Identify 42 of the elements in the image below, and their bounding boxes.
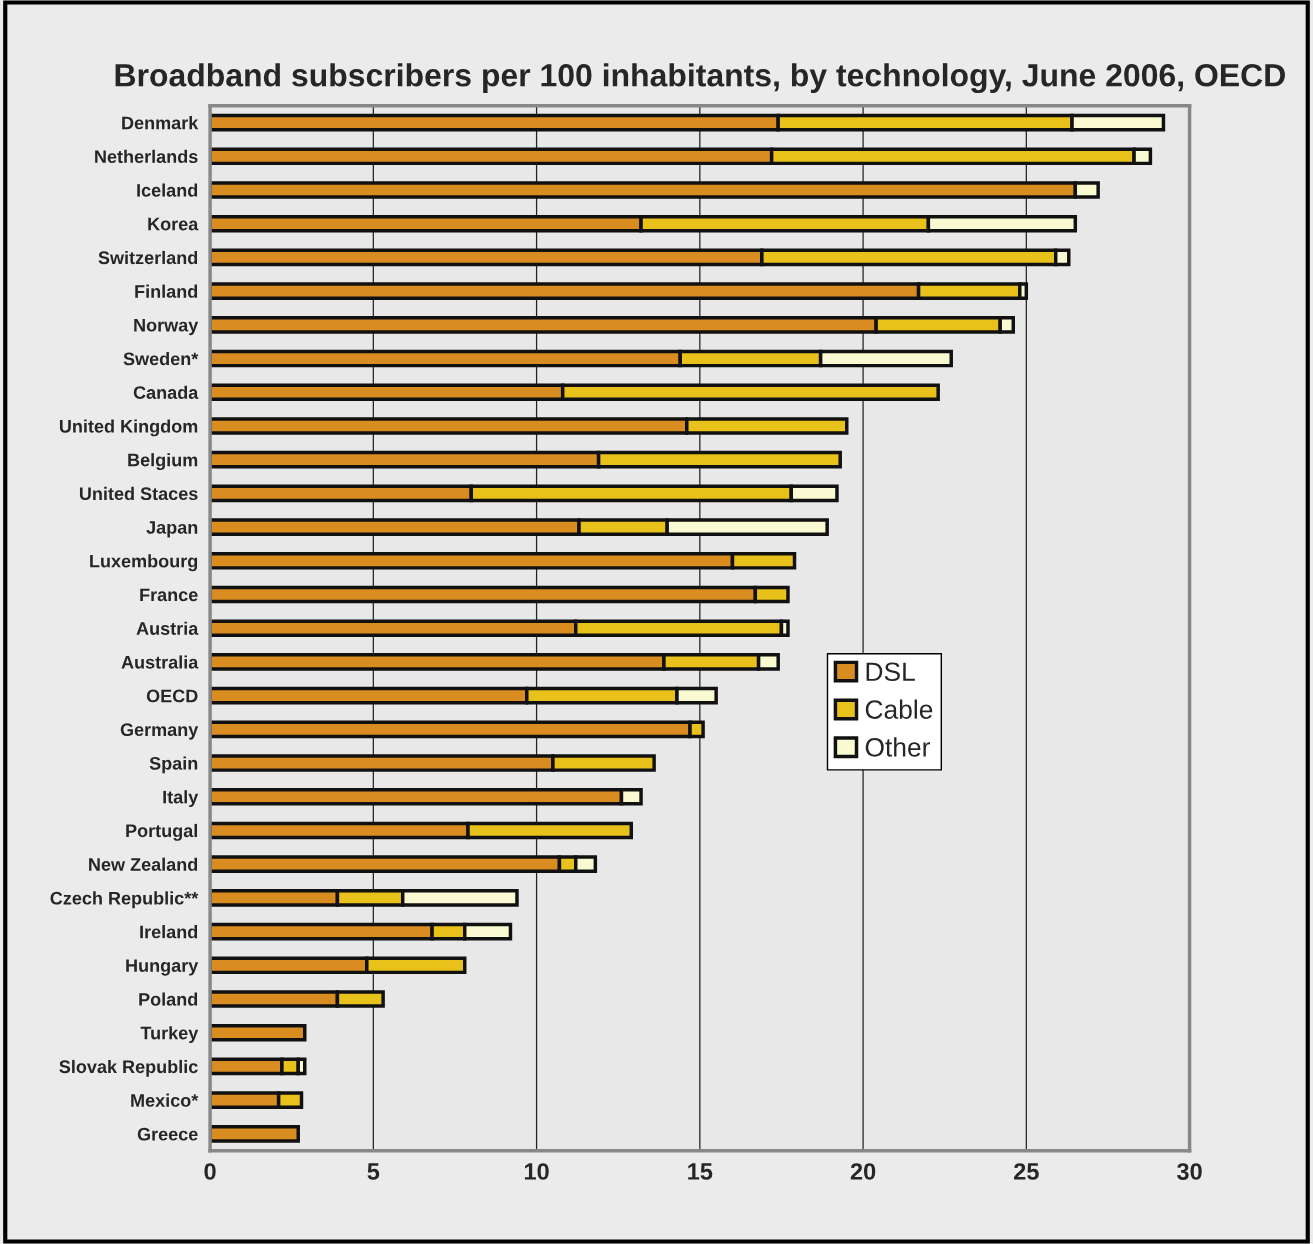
y-tick-label: Norway [134,318,199,336]
y-tick-label: Korea [148,217,199,231]
x-tick-label: 25 [1014,1163,1039,1180]
y-tick-label: Sweden* [123,352,199,366]
x-tick-label: 10 [524,1163,549,1180]
y-tick-label: Slovak Republic [59,1059,198,1077]
y-tick-label: Denmark [122,116,199,130]
y-tick-label: New Zealand [89,857,198,871]
x-tick-label: 15 [688,1163,713,1180]
y-tick-label: Finland [135,284,198,298]
y-tick-label: Iceland [137,183,198,197]
y-tick-label: OECD [146,689,198,703]
legend-label: DSL [866,662,915,682]
chart-title: Broadband subscribers per 100 inhabitants, by technology, June 2006, OECD [115,63,1285,94]
y-tick-label: Mexico* [131,1093,199,1107]
y-tick-label: Netherlands [95,149,198,164]
y-tick-label: Portugal [126,823,197,841]
y-tick-label: Hungary [126,959,199,976]
y-tick-label: Czech Republic** [50,891,199,909]
x-tick-label: 5 [367,1163,380,1180]
y-tick-label: Japan [146,521,198,538]
y-tick-label: Ireland [140,925,198,939]
y-tick-label: Greece [137,1127,198,1141]
y-tick-label: Austria [136,621,199,635]
y-tick-label: Belgium [128,453,198,471]
y-tick-label: Switzerland [98,250,198,265]
x-tick-label: 0 [204,1163,216,1180]
legend-label: Cable [865,699,933,719]
y-tick-label: Poland [139,992,198,1006]
y-tick-label: France [140,588,198,602]
legend-label: Other [865,737,930,757]
y-tick-label: Italy [163,790,199,808]
y-tick-label: United Staces [79,486,198,501]
y-tick-label: Australia [121,655,199,669]
x-tick-label: 20 [850,1163,876,1180]
y-tick-label: Canada [133,385,199,399]
y-tick-label: Turkey [140,1026,199,1044]
y-tick-label: Spain [149,756,198,774]
y-tick-label: Luxembourg [90,554,198,572]
x-tick-label: 30 [1176,1163,1202,1180]
y-tick-label: Germany [120,723,199,740]
y-tick-label: United Kingdom [59,419,198,437]
